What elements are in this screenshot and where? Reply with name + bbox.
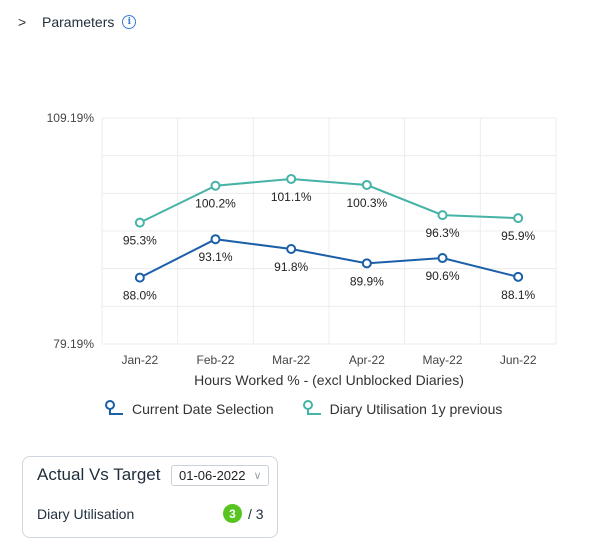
x-axis-ticks: Jan-22 Feb-22 Mar-22 Apr-22 May-22 Jun-22 (121, 353, 536, 367)
data-labels: 88.0% 93.1% 91.8% 89.9% 90.6% 88.1% 95.3% 100.2… (123, 190, 536, 303)
data-label: 96.3% (425, 226, 459, 240)
y-axis-ticks: 109.19% 79.19% (47, 111, 95, 351)
y-tick-label: 109.19% (47, 111, 95, 125)
data-point (513, 271, 524, 282)
card-title: Actual Vs Target (37, 465, 161, 484)
data-label: 88.1% (501, 288, 535, 302)
chevron-down-icon: ∨ (253, 470, 262, 482)
date-select-value: 01-06-2022 (179, 468, 246, 483)
chevron-right-icon[interactable]: > (18, 14, 27, 30)
data-label: 100.2% (195, 197, 236, 211)
data-point (134, 217, 145, 228)
chart-legend: Current Date Selection Diary Utilisation… (104, 400, 502, 418)
series-line (139, 177, 519, 224)
series-points (134, 173, 524, 283)
x-tick-label: Jan-22 (121, 353, 158, 367)
data-point (210, 180, 221, 191)
data-label: 95.3% (123, 234, 157, 248)
line-chart: 109.19% 79.19% Jan-22 Feb-22 Mar-22 Apr-22 Ma… (47, 111, 557, 388)
data-label: 91.8% (274, 260, 308, 274)
parameters-toggle[interactable]: > Parameters i (18, 10, 137, 34)
target-value: / 3 (248, 505, 264, 522)
x-tick-label: Mar-22 (272, 353, 310, 367)
date-select[interactable]: 01-06-2022 ∨ (171, 465, 269, 486)
data-label: 100.3% (346, 196, 387, 210)
y-tick-label: 79.19% (53, 337, 94, 351)
data-point (210, 234, 221, 245)
data-label: 90.6% (425, 269, 459, 283)
data-label: 93.1% (198, 250, 232, 264)
info-icon[interactable]: i (122, 15, 137, 29)
actual-vs-target-card: Actual Vs Target 01-06-2022 ∨ Diary Util… (22, 456, 278, 538)
data-point (437, 210, 448, 221)
x-tick-label: Jun-22 (500, 353, 537, 367)
legend-line-icon (105, 400, 123, 415)
chart-grid (101, 117, 557, 345)
data-point (437, 253, 448, 264)
x-tick-label: Feb-22 (196, 353, 234, 367)
series-line (139, 238, 519, 279)
data-point (286, 173, 297, 184)
legend-label: Current Date Selection (132, 401, 274, 417)
x-axis-title: Hours Worked % - (excl Unblocked Diaries… (194, 372, 464, 388)
data-label: 101.1% (271, 190, 312, 204)
data-label: 95.9% (501, 229, 535, 243)
legend-label: Diary Utilisation 1y previous (329, 401, 503, 417)
data-point (361, 258, 372, 269)
metric-label: Diary Utilisation (37, 506, 135, 522)
actual-badge: 3 (223, 504, 242, 523)
parameters-label: Parameters (42, 14, 115, 30)
x-tick-label: May-22 (422, 353, 462, 367)
legend-item-previous[interactable]: Diary Utilisation 1y previous (302, 400, 503, 418)
legend-line-icon (302, 400, 321, 415)
data-point (361, 179, 372, 190)
x-tick-label: Apr-22 (349, 353, 385, 367)
series-lines (139, 177, 519, 279)
data-point (286, 244, 297, 255)
data-label: 89.9% (350, 274, 384, 288)
data-point (513, 213, 524, 224)
data-point (134, 272, 145, 283)
metric-value: 3 / 3 (223, 504, 264, 523)
legend-item-current[interactable]: Current Date Selection (104, 400, 274, 418)
data-label: 88.0% (123, 289, 157, 303)
